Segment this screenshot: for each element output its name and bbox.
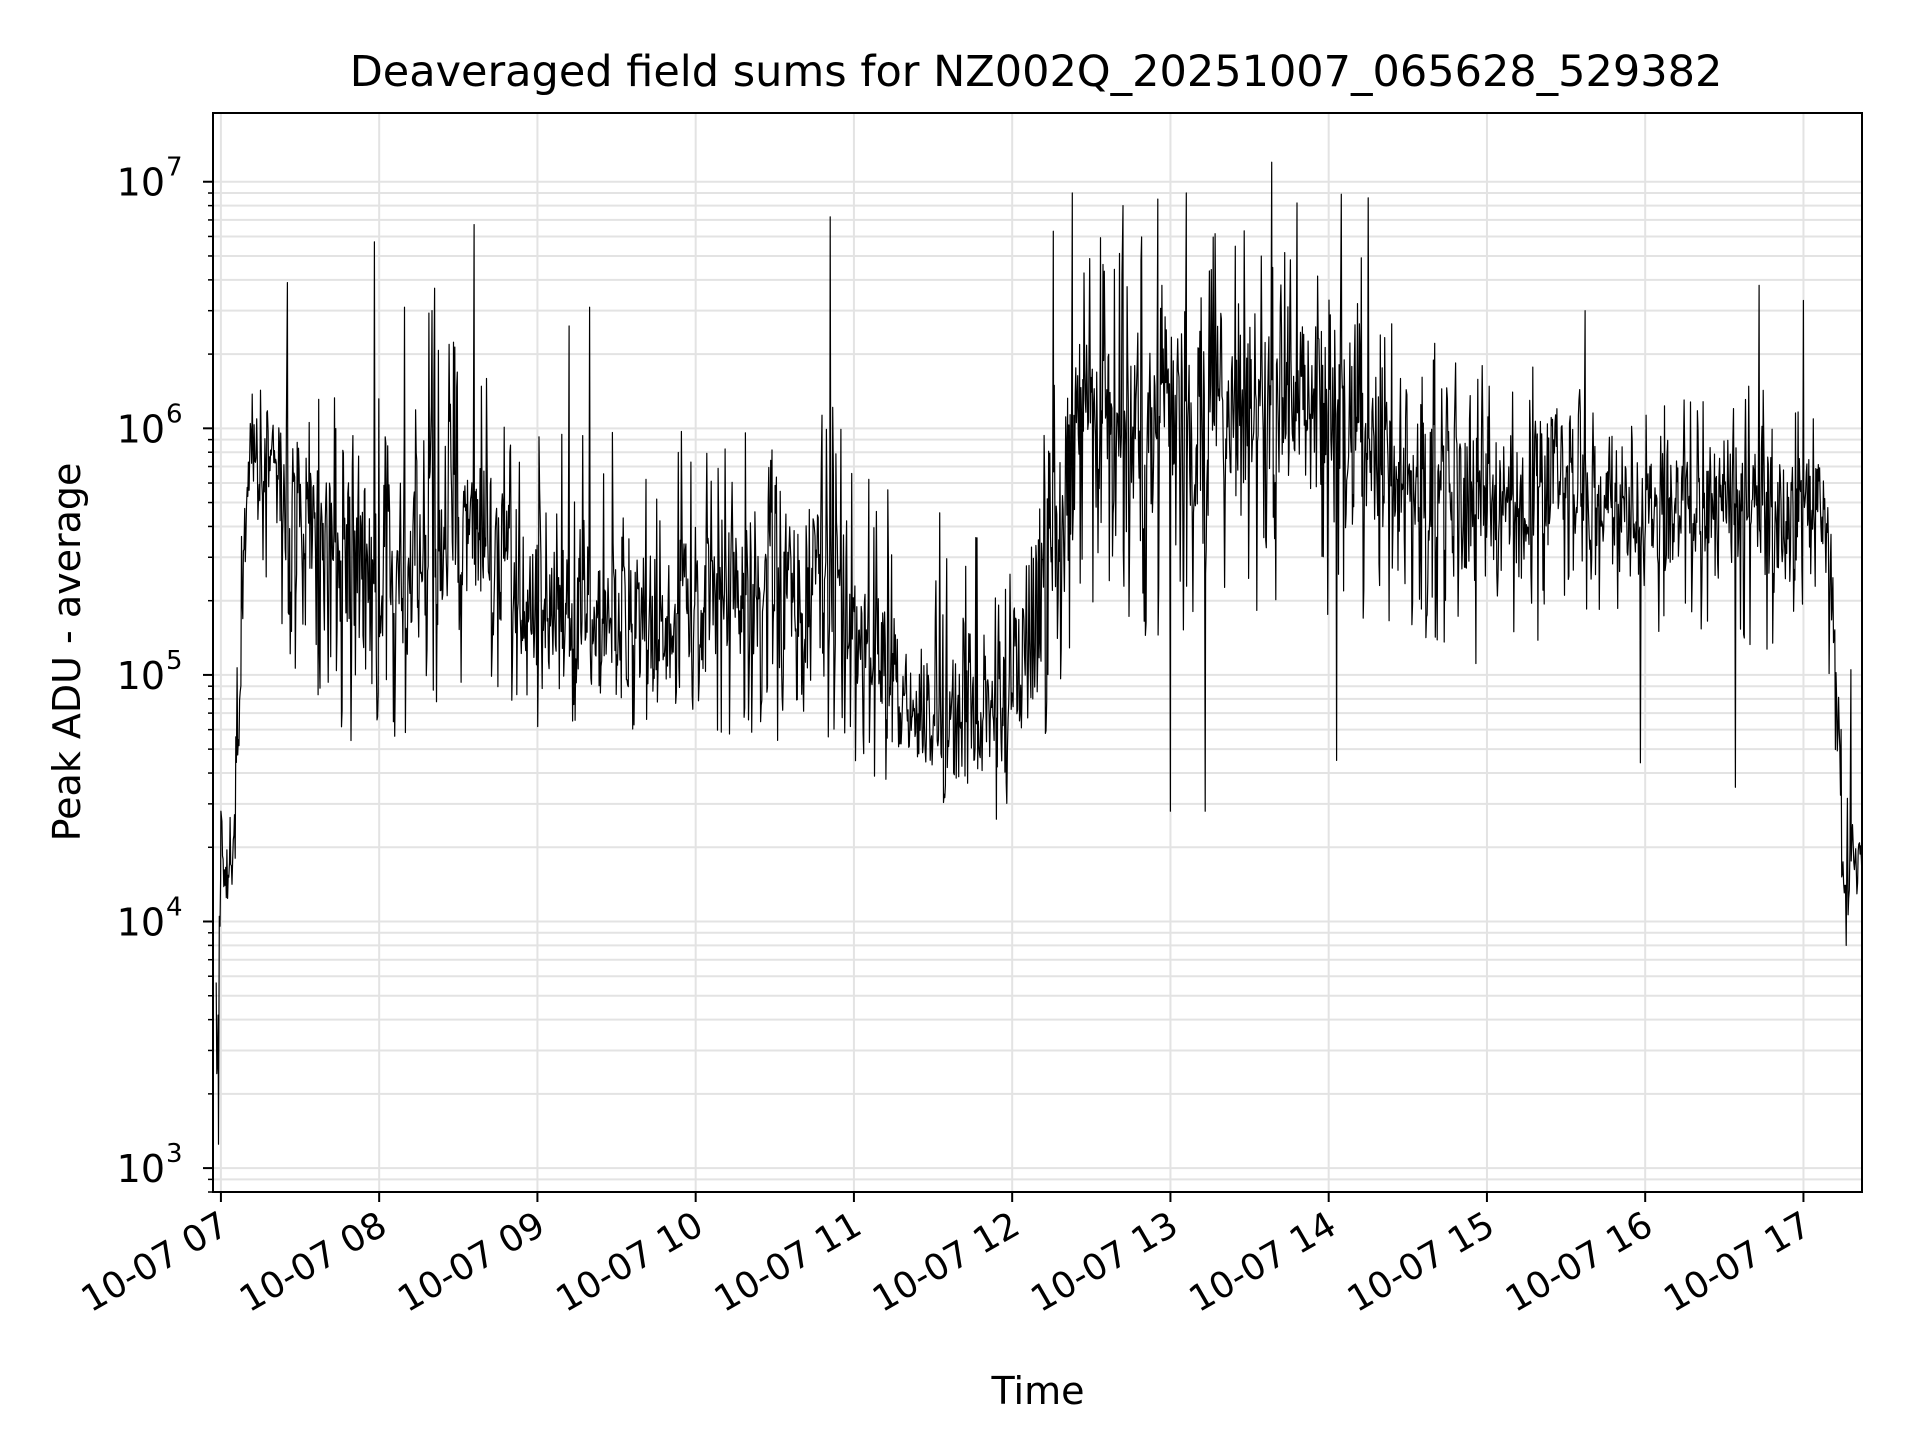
- y-tick-label: 10 5: [117, 646, 183, 698]
- y-tick-base: 10: [117, 654, 165, 698]
- y-tick-label: 10 7: [117, 153, 183, 205]
- y-tick-exponent: 3: [166, 1139, 183, 1169]
- y-tick-exponent: 4: [166, 893, 183, 923]
- y-tick-exponent: 7: [166, 153, 183, 183]
- y-tick-base: 10: [117, 1147, 165, 1191]
- y-tick-exponent: 5: [166, 646, 183, 676]
- y-tick-base: 10: [117, 901, 165, 945]
- plot-frame: [212, 112, 1863, 1193]
- series-line: [215, 161, 1862, 1145]
- y-axis-label: Peak ADU - average: [45, 463, 89, 842]
- y-tick-exponent: 6: [166, 399, 183, 429]
- y-tick-label: 10 6: [117, 399, 183, 451]
- y-tick-base: 10: [117, 161, 165, 205]
- y-tick-label: 10 4: [117, 893, 183, 945]
- data-series: [215, 161, 1862, 1145]
- chart-title: Deaveraged field sums for NZ002Q_2025100…: [350, 47, 1723, 97]
- x-axis-label: Time: [991, 1369, 1085, 1413]
- y-tick-label: 10 3: [117, 1139, 183, 1191]
- y-tick-base: 10: [117, 407, 165, 451]
